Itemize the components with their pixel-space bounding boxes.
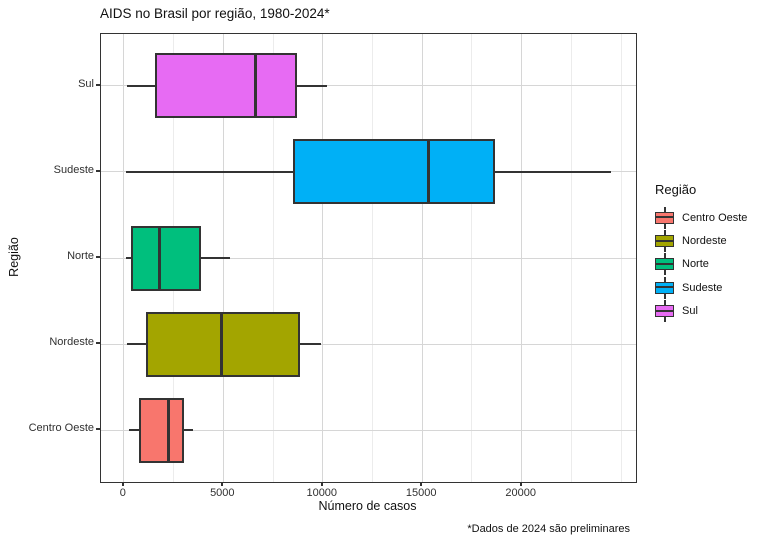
y-tick (96, 428, 100, 431)
boxplot-key-icon (654, 206, 675, 229)
median-sul (253, 53, 257, 119)
y-tick-label: Nordeste (49, 336, 94, 349)
gridline-row (101, 343, 636, 345)
x-tick (320, 482, 323, 487)
legend-item-sudeste: Sudeste (654, 276, 770, 299)
y-tick-label: Sul (78, 77, 94, 90)
legend-items: Centro Oeste Nordeste Norte Sudeste Sul (654, 206, 770, 322)
y-tick-label: Centro Oeste (28, 422, 94, 435)
legend-item-label: Norte (682, 258, 709, 271)
boxplot-key-icon (654, 229, 675, 252)
gridline-row (101, 85, 636, 87)
legend-key-median (655, 286, 674, 289)
median-sudeste (426, 139, 430, 205)
box-norte (130, 225, 202, 291)
median-centro-oeste (167, 397, 171, 463)
x-tick-label: 10000 (306, 487, 338, 499)
x-tick-label: 5000 (210, 487, 235, 499)
median-nordeste (219, 311, 223, 377)
boxplot-key-icon (654, 299, 675, 322)
x-axis-title: Número de casos (318, 499, 417, 513)
box-centro-oeste (138, 397, 184, 463)
median-norte (158, 225, 162, 291)
legend: Região Centro Oeste Nordeste Norte Sudeste S… (654, 182, 770, 322)
legend-item-label: Sul (682, 304, 698, 317)
boxplot-key-icon (654, 276, 675, 299)
legend-item-label: Nordeste (682, 234, 727, 247)
boxplot-key-icon (654, 253, 675, 276)
y-tick-label: Sudeste (53, 163, 94, 176)
chart-title: AIDS no Brasil por região, 1980-2024* (100, 6, 330, 21)
gridline-row (101, 429, 636, 431)
x-tick (519, 482, 522, 487)
legend-item-norte: Norte (654, 253, 770, 276)
x-tick-label: 15000 (405, 487, 437, 499)
legend-key-median (655, 239, 674, 242)
legend-item-label: Sudeste (682, 281, 723, 294)
legend-item-sul: Sul (654, 299, 770, 322)
gridline-row (101, 257, 636, 259)
plot-panel (100, 33, 637, 483)
legend-title: Região (655, 182, 697, 197)
y-tick (96, 256, 100, 258)
box-sudeste (292, 139, 495, 205)
legend-key-median (655, 216, 674, 219)
x-tick-label: 0 (119, 487, 126, 499)
y-tick-label: Norte (67, 250, 94, 262)
legend-key-median (655, 263, 674, 266)
y-tick (96, 83, 100, 86)
legend-item-centro-oeste: Centro Oeste (654, 206, 770, 229)
x-tick (221, 482, 224, 487)
y-tick (96, 169, 100, 172)
legend-item-nordeste: Nordeste (654, 229, 770, 252)
box-nordeste (146, 311, 301, 377)
caption: *Dados de 2024 são preliminares (467, 523, 630, 535)
box-sul (154, 53, 298, 119)
x-tick (121, 482, 124, 487)
legend-item-label: Centro Oeste (682, 211, 748, 224)
y-tick (96, 342, 100, 345)
x-tick-label: 20000 (505, 487, 536, 499)
legend-key-median (655, 309, 674, 312)
x-tick (420, 482, 423, 487)
